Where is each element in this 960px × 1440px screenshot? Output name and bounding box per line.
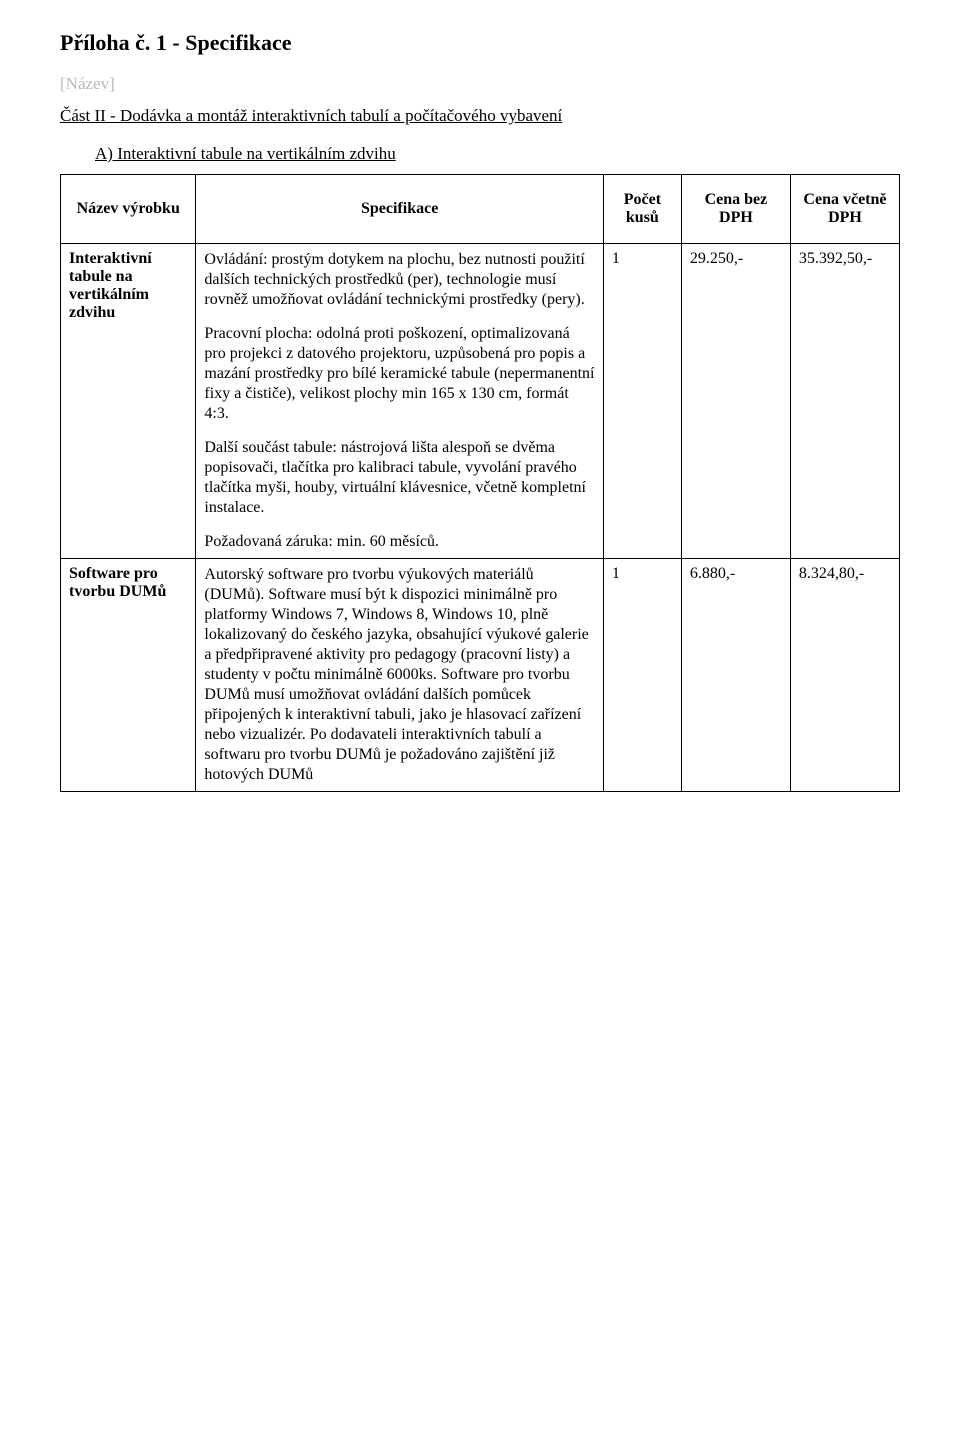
cell-spec: Ovládání: prostým dotykem na plochu, bez… bbox=[196, 244, 603, 559]
spec-paragraph: Požadovaná záruka: min. 60 měsíců. bbox=[204, 532, 594, 552]
header-price-ex: Cena bez DPH bbox=[681, 175, 790, 244]
name-placeholder: [Název] bbox=[60, 74, 900, 94]
spec-paragraph: Ovládání: prostým dotykem na plochu, bez… bbox=[204, 250, 594, 310]
table-row: Interaktivní tabule na vertikálním zdvih… bbox=[61, 244, 900, 559]
table-header: Název výrobku Specifikace Počet kusů Cen… bbox=[61, 175, 900, 244]
cell-price-ex: 6.880,- bbox=[681, 559, 790, 792]
cell-count: 1 bbox=[603, 559, 681, 792]
part-subtitle: Část II - Dodávka a montáž interaktivníc… bbox=[60, 106, 900, 126]
header-name: Název výrobku bbox=[61, 175, 196, 244]
header-price-inc: Cena včetně DPH bbox=[790, 175, 899, 244]
cell-count: 1 bbox=[603, 244, 681, 559]
cell-product-name: Interaktivní tabule na vertikálním zdvih… bbox=[61, 244, 196, 559]
cell-price-inc: 8.324,80,- bbox=[790, 559, 899, 792]
spec-paragraph: Autorský software pro tvorbu výukových m… bbox=[204, 565, 594, 785]
table-row: Software pro tvorbu DUMů Autorský softwa… bbox=[61, 559, 900, 792]
spec-paragraph: Pracovní plocha: odolná proti poškození,… bbox=[204, 324, 594, 424]
cell-price-inc: 35.392,50,- bbox=[790, 244, 899, 559]
spec-paragraph: Další součást tabule: nástrojová lišta a… bbox=[204, 438, 594, 518]
section-a-heading: A) Interaktivní tabule na vertikálním zd… bbox=[95, 144, 900, 164]
spec-table: Název výrobku Specifikace Počet kusů Cen… bbox=[60, 174, 900, 792]
cell-product-name: Software pro tvorbu DUMů bbox=[61, 559, 196, 792]
cell-spec: Autorský software pro tvorbu výukových m… bbox=[196, 559, 603, 792]
document-title: Příloha č. 1 - Specifikace bbox=[60, 30, 900, 56]
table-header-row: Název výrobku Specifikace Počet kusů Cen… bbox=[61, 175, 900, 244]
header-spec: Specifikace bbox=[196, 175, 603, 244]
cell-price-ex: 29.250,- bbox=[681, 244, 790, 559]
document-page: Příloha č. 1 - Specifikace [Název] Část … bbox=[0, 0, 960, 1440]
header-count: Počet kusů bbox=[603, 175, 681, 244]
